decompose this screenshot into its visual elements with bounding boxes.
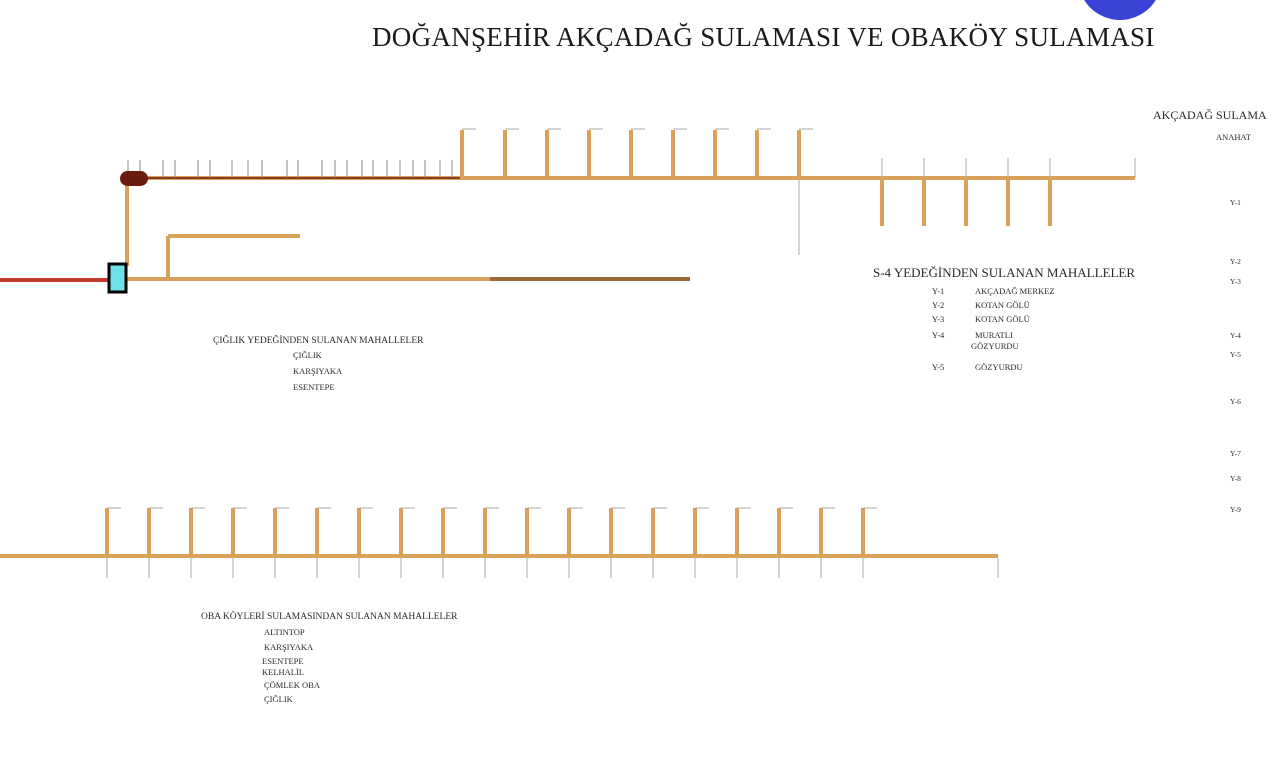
s4-row-name: MURATLI [975,330,1013,340]
ciglik-item: ÇIĞLIK [293,350,322,360]
s4-row-code: Y-4 [932,330,945,340]
page-title: DOĞANŞEHİR AKÇADAĞ SULAMASI VE OBAKÖY SU… [372,22,1155,52]
s4-row-name-2: GÖZYURDU [971,341,1019,351]
akcadag-code: Y-4 [1230,331,1241,340]
oba-item: ÇÖMLEK OBA [264,680,320,690]
akcadag-code: Y-2 [1230,257,1241,266]
s4-row-name: KOTAN GÖLÜ [975,314,1030,324]
oba-item: ESENTEPE [262,656,304,666]
oba-item: ÇIĞLIK [264,694,293,704]
distribution-pool [107,262,128,294]
corner-badge [1084,0,1156,20]
akcadag-code: Y-6 [1230,397,1241,406]
akcadag-code: Y-3 [1230,277,1241,286]
akcadag-code: Y-7 [1230,449,1241,458]
oba-item: KELHALİL [262,667,305,677]
s4-row-code: Y-1 [932,286,945,296]
oba-item: ALTINTOP [264,627,305,637]
akcadag-code: Y-9 [1230,505,1241,514]
reservoir [120,171,148,186]
ciglik-item: ESENTEPE [293,382,335,392]
s4-row-code: Y-3 [932,314,945,324]
akcadag-code: Y-1 [1230,198,1241,207]
s4-row-name: AKÇADAĞ MERKEZ [975,286,1055,296]
s4-row-code: Y-5 [932,362,945,372]
akcadag-heading: AKÇADAĞ SULAMA [1153,108,1267,122]
oba-heading: OBA KÖYLERİ SULAMASINDAN SULANAN MAHALLE… [201,612,458,622]
akcadag-code: Y-8 [1230,474,1241,483]
s4-row-name: GÖZYURDU [975,362,1023,372]
s4-row-code: Y-2 [932,300,945,310]
ciglik-heading: ÇIĞLIK YEDEĞİNDEN SULANAN MAHALLELER [213,336,424,346]
s4-row-name: KOTAN GÖLÜ [975,300,1030,310]
oba-item: KARŞIYAKA [264,642,314,652]
ciglik-item: KARŞIYAKA [293,366,343,376]
akcadag-subheading: ANAHAT [1216,132,1251,142]
akcadag-code: Y-5 [1230,350,1241,359]
s4-heading: S-4 YEDEĞİNDEN SULANAN MAHALLELER [873,265,1136,280]
